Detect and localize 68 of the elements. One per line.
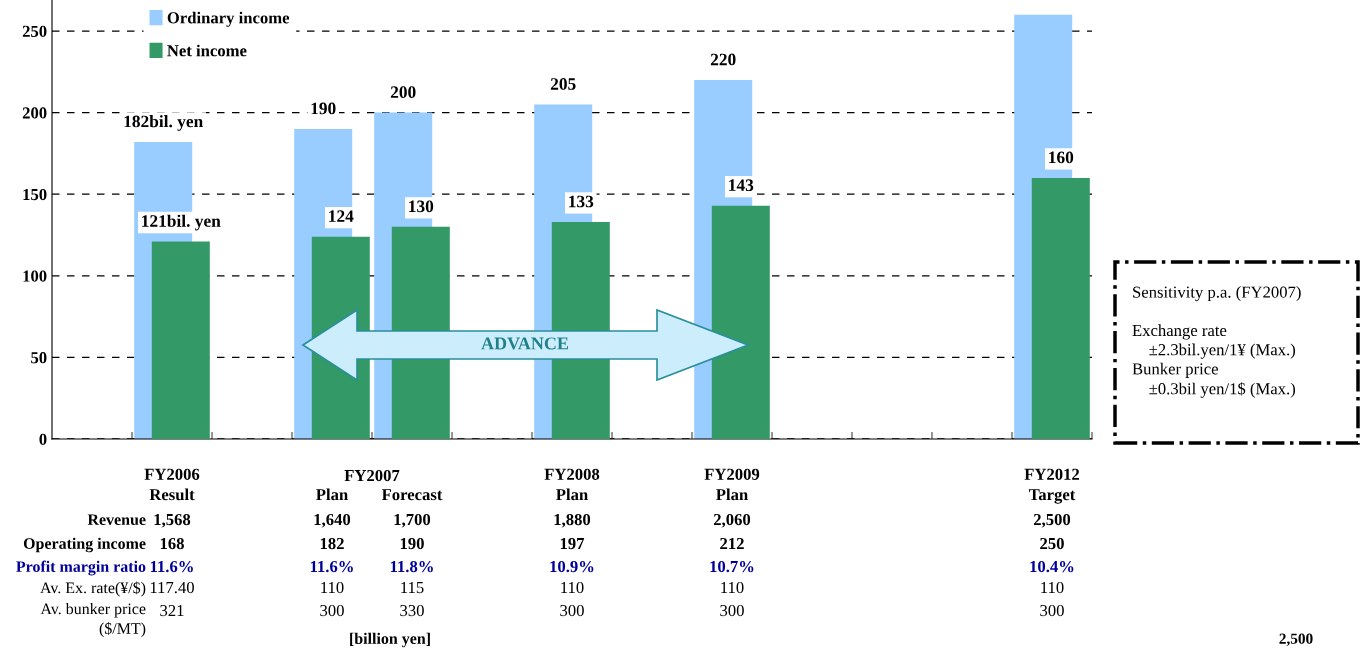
x-tick-label: FY2008 Plan <box>544 468 600 501</box>
y-tick-label: 0 <box>39 433 47 445</box>
text: 212 <box>720 537 744 550</box>
text: 2,500 <box>1033 513 1071 528</box>
data-label: 205 <box>550 78 576 90</box>
text: 110 <box>561 581 584 594</box>
text: 300 <box>1040 604 1064 617</box>
y-tick-label: 100 <box>23 270 47 282</box>
text: 11.8% <box>390 560 433 573</box>
x-tick-label: Forecast <box>381 489 443 501</box>
data-label: 160 <box>1049 151 1074 164</box>
text: 197 <box>560 537 585 550</box>
text: 1,568 <box>154 513 191 528</box>
text: 321 <box>160 604 184 617</box>
text: 2,500 <box>1279 633 1313 647</box>
text: 250 <box>1040 537 1064 550</box>
text: 1,640 <box>314 513 351 528</box>
text: [billion yen] <box>350 632 430 648</box>
x-tick-label: FY2009 Plan <box>704 468 760 501</box>
x-tick-label: Plan <box>316 488 348 501</box>
bar <box>1031 177 1090 439</box>
text: 190 <box>400 537 424 550</box>
text: 168 <box>160 537 184 550</box>
data-label: 143 <box>729 179 754 191</box>
text: Av. Ex. rate(¥/$) <box>40 581 146 597</box>
text: Av. bunker price ($/MT) <box>40 603 146 638</box>
text: 300 <box>560 604 584 617</box>
text: 1,880 <box>554 513 591 528</box>
data-label: 133 <box>569 195 594 208</box>
text: 110 <box>321 581 344 594</box>
text: 10.4% <box>1030 560 1074 573</box>
text: FY2007 <box>344 469 400 482</box>
text: 182 <box>320 537 344 550</box>
text: 330 <box>400 604 424 617</box>
text: Operating income <box>23 537 146 553</box>
data-label: 220 <box>710 53 736 66</box>
data-label: 124 <box>329 210 354 222</box>
text: Revenue <box>87 514 146 526</box>
text: 1,700 <box>394 513 431 528</box>
y-tick-label: 150 <box>23 188 47 201</box>
data-label: 200 <box>390 86 416 98</box>
x-tick-label: FY2006 Result <box>144 468 200 501</box>
text: 10.7% <box>710 560 754 573</box>
x-tick-label: FY2012 Target <box>1024 468 1080 504</box>
text: 11.6% <box>310 560 353 573</box>
bar <box>711 205 770 439</box>
bar <box>151 241 210 439</box>
text: 300 <box>320 604 344 617</box>
text: 300 <box>720 604 744 617</box>
y-tick-label: 50 <box>31 352 47 364</box>
text: 10.9% <box>550 560 594 573</box>
text: 110 <box>1041 581 1064 594</box>
y-tick-label: 250 <box>22 25 47 37</box>
text: Profit margin ratio <box>16 560 146 576</box>
data-label: 182bil. yen <box>124 115 203 131</box>
data-label: 121bil. yen <box>142 214 221 231</box>
text: 117.40 <box>150 581 194 594</box>
annotation: ADVANCE <box>481 337 569 350</box>
text: 115 <box>401 582 424 594</box>
text: 110 <box>721 581 744 594</box>
legend-label: Ordinary income <box>167 11 290 27</box>
text: Sensitivity p.a. (FY2007) Exchange rate ±2.3bil.yen/1¥ (Max.) Bunker price ±0.3bil yen/1$ (Max.) <box>1132 286 1301 398</box>
y-tick-label: 200 <box>22 107 47 119</box>
text: 11.6% <box>150 560 193 573</box>
data-label: 130 <box>409 200 434 213</box>
text: 2,060 <box>713 513 751 528</box>
legend-label: Net income <box>167 44 247 57</box>
data-label: 190 <box>311 102 336 115</box>
